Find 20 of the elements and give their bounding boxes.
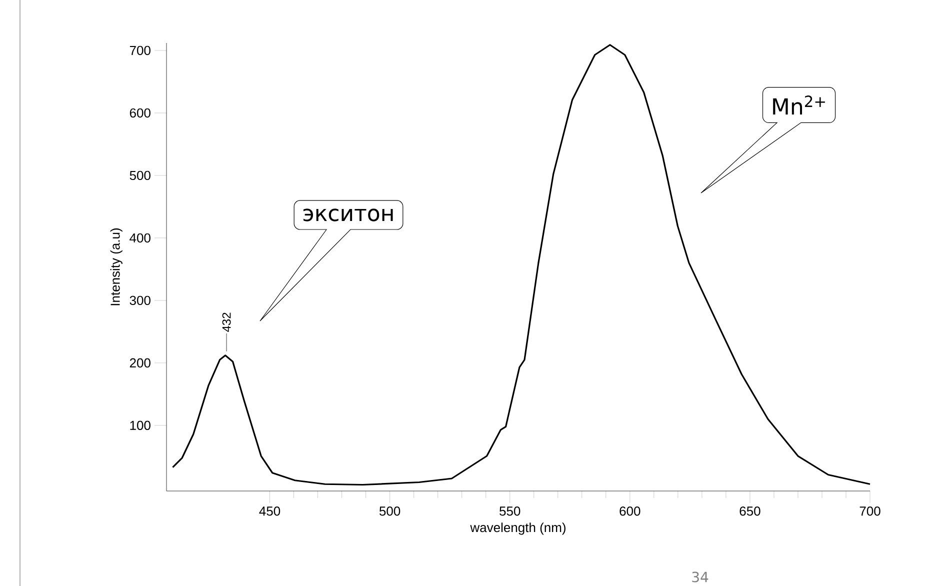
y-tick-label: 300 [130,296,150,306]
x-tick-label: 650 [740,506,760,516]
x-axis-title: wavelength (nm) [470,522,566,535]
x-tick-label: 600 [620,506,640,516]
annotation: экситон [304,208,393,222]
x-tick-label: 550 [500,506,520,516]
x-tick-label: 700 [860,506,880,516]
annotation: Mn$^{2+}$ [773,96,825,114]
x-tick-label: 450 [259,506,280,516]
x-tick-label: 500 [379,506,400,516]
y-axis-title: Intensity (a.u) [110,228,122,306]
text: 34 [692,572,708,582]
y-tick-label: 700 [130,46,150,56]
y-tick-label: 100 [130,420,150,430]
y-tick-label: 400 [130,233,150,243]
y-tick-label: 600 [130,108,150,118]
line-series [172,44,871,486]
y-tick-label: 500 [130,170,150,180]
annotation: 432 [222,312,231,332]
y-tick-label: 200 [130,358,150,368]
